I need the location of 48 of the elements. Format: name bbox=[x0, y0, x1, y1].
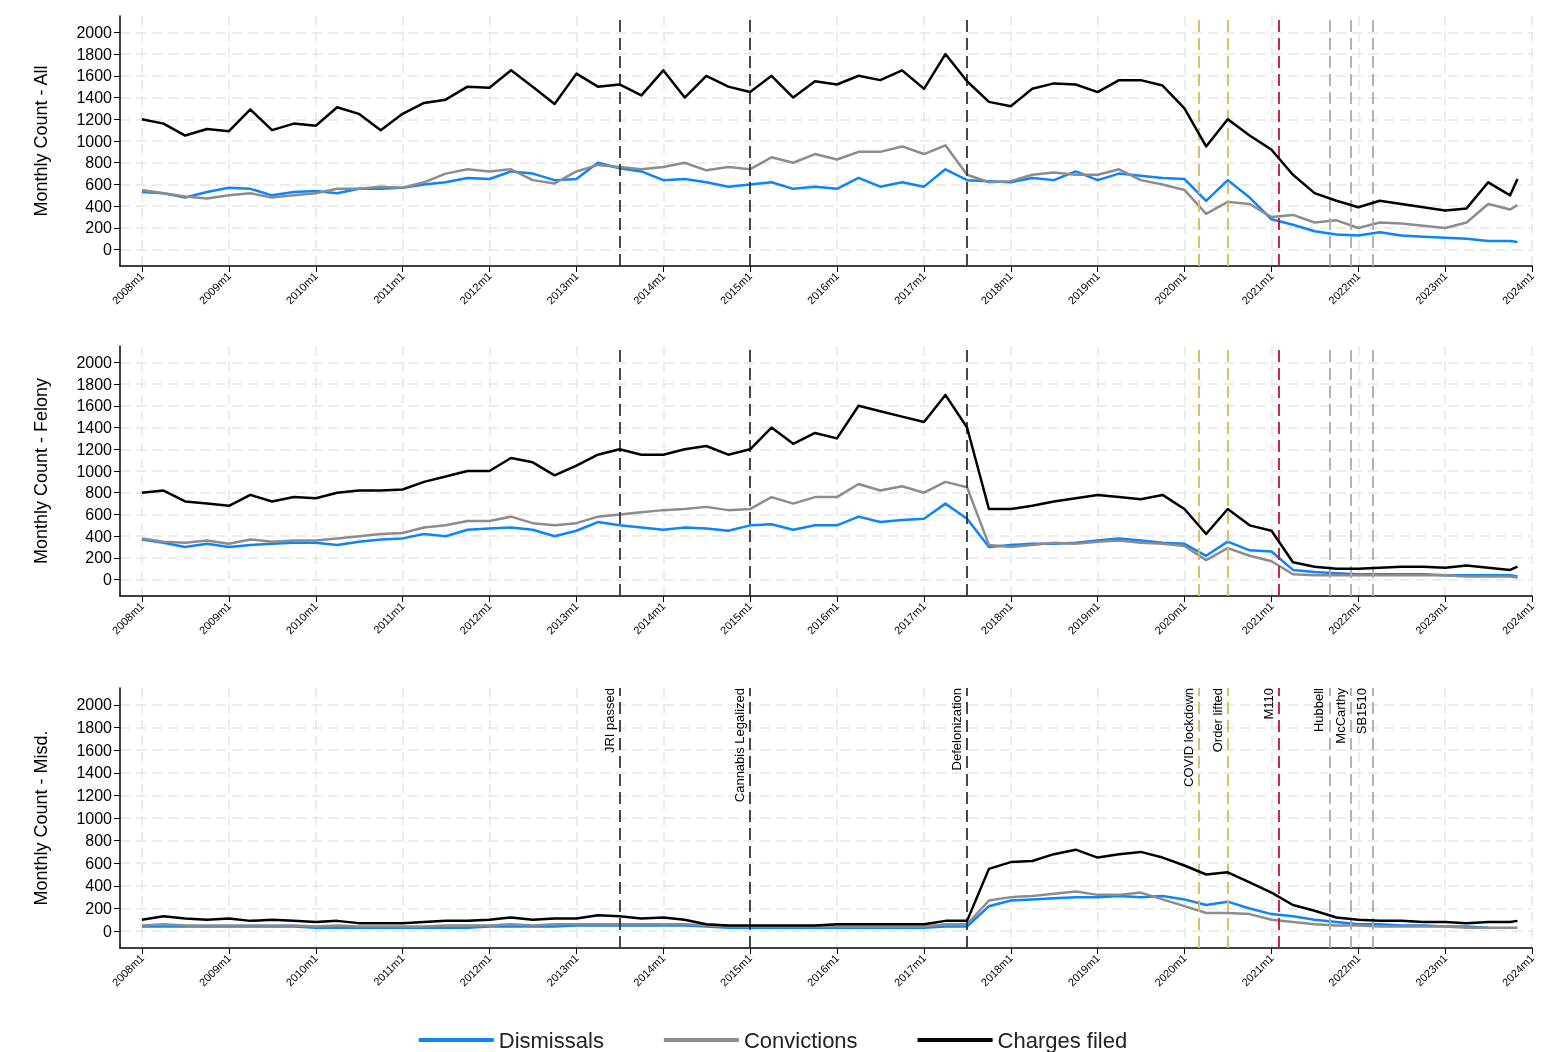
y-tick-label: 200 bbox=[85, 549, 113, 567]
y-tick-label: 1200 bbox=[76, 786, 113, 804]
y-tick-label: 1800 bbox=[76, 375, 113, 393]
y-tick-label: 1000 bbox=[76, 809, 113, 827]
ref-line-label: Defelonization bbox=[949, 688, 965, 771]
y-tick-label: 400 bbox=[85, 527, 113, 545]
ref-line-label: M110 bbox=[1260, 688, 1276, 720]
y-tick-label: 2000 bbox=[76, 696, 113, 714]
ref-line-label: Hubbell bbox=[1311, 687, 1327, 733]
y-axis-title: Monthly Count - All bbox=[31, 65, 51, 217]
y-tick-label: 400 bbox=[85, 197, 113, 215]
y-tick-label: 1000 bbox=[76, 132, 113, 150]
y-tick-label: 200 bbox=[85, 219, 113, 237]
y-axis-title: Monthly Count - Felony bbox=[31, 377, 51, 565]
y-tick-label: 2000 bbox=[76, 23, 113, 41]
y-tick-label: 0 bbox=[103, 241, 113, 259]
y-tick-label: 1600 bbox=[76, 741, 113, 759]
y-tick-label: 800 bbox=[85, 154, 113, 172]
y-tick-label: 800 bbox=[85, 484, 113, 502]
y-tick-label: 1400 bbox=[76, 764, 113, 782]
ref-line-label: Order lifted bbox=[1209, 688, 1225, 753]
ref-line-label: JRI passed bbox=[601, 688, 617, 754]
y-tick-label: 1600 bbox=[76, 67, 113, 85]
y-tick-label: 400 bbox=[85, 877, 113, 895]
y-tick-label: 600 bbox=[85, 854, 113, 872]
y-tick-label: 1200 bbox=[76, 110, 113, 128]
legend-label: Dismissals bbox=[498, 1027, 604, 1052]
y-tick-label: 1400 bbox=[76, 89, 113, 107]
y-tick-label: 600 bbox=[85, 505, 113, 523]
y-tick-label: 600 bbox=[85, 175, 113, 193]
y-tick-label: 1600 bbox=[76, 397, 113, 415]
ref-line-label: COVID lockdown bbox=[1180, 688, 1196, 787]
y-tick-label: 1000 bbox=[76, 462, 113, 480]
y-tick-label: 1400 bbox=[76, 419, 113, 437]
ref-line-label: McCarthy bbox=[1332, 687, 1348, 744]
y-tick-label: 1200 bbox=[76, 440, 113, 458]
legend-label: Charges filed bbox=[997, 1027, 1128, 1052]
y-tick-label: 200 bbox=[85, 899, 113, 917]
y-tick-label: 800 bbox=[85, 832, 113, 850]
y-axis-title: Monthly Count - Misd. bbox=[31, 730, 51, 906]
ref-line-label: SB1510 bbox=[1354, 688, 1370, 735]
y-tick-label: 0 bbox=[103, 922, 113, 940]
ref-line-label: Cannabis Legalized bbox=[732, 688, 748, 803]
y-tick-label: 2000 bbox=[76, 353, 113, 371]
legend-label: Convictions bbox=[743, 1027, 858, 1052]
y-tick-label: 0 bbox=[103, 571, 113, 589]
y-tick-label: 1800 bbox=[76, 719, 113, 737]
y-tick-label: 1800 bbox=[76, 45, 113, 63]
